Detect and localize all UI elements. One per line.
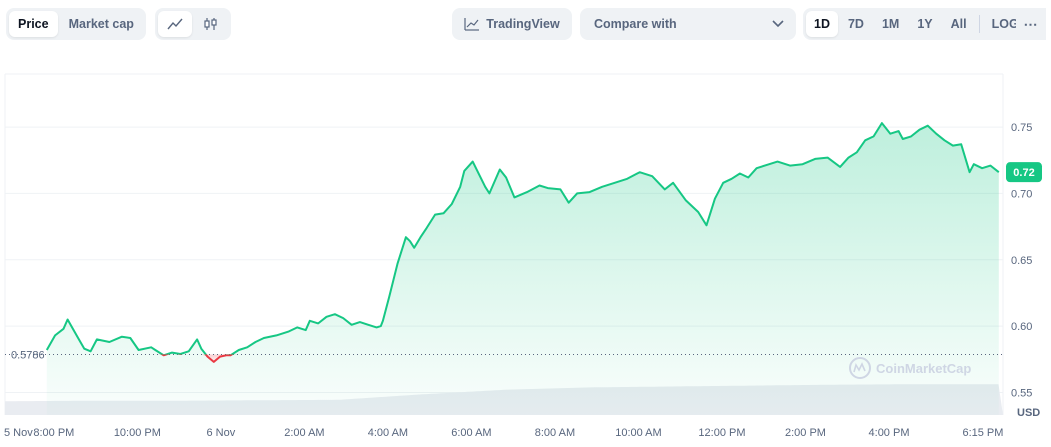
price-line (45, 122, 1000, 363)
market-cap-tab[interactable]: Market cap (68, 17, 134, 31)
y-axis-unit: USD (1017, 407, 1040, 419)
tradingview-label: TradingView (486, 17, 560, 31)
chevron-down-icon (772, 20, 784, 28)
x-tick-label: 2:00 AM (284, 427, 324, 439)
range-all[interactable]: All (950, 17, 967, 31)
coinmarketcap-logo-mark (853, 362, 866, 373)
x-tick-label: 10:00 AM (615, 427, 661, 439)
line-chart-icon[interactable] (158, 11, 192, 37)
x-tick-label: 2:00 PM (785, 427, 826, 439)
coinmarketcap-watermark: CoinMarketCap (849, 357, 971, 379)
current-price-badge (1006, 162, 1042, 183)
time-range-selector: 1D 7D 1M 1Y All LOG (803, 8, 1030, 40)
y-tick-label: 0.55 (1011, 387, 1032, 399)
x-tick-label: 10:00 PM (114, 427, 161, 439)
x-tick-label: 4:00 PM (869, 427, 910, 439)
x-tick-label: 6 Nov (207, 427, 236, 439)
watermark-text: CoinMarketCap (876, 361, 971, 376)
coinmarketcap-logo-icon (849, 357, 871, 379)
price-area (46, 123, 999, 415)
x-tick-label: 8:00 AM (535, 427, 575, 439)
range-1m[interactable]: 1M (881, 17, 900, 31)
y-tick-label: 0.75 (1011, 122, 1032, 134)
range-divider (978, 15, 980, 33)
price-marketcap-toggle: Price Market cap (6, 8, 146, 40)
y-tick-label: 0.70 (1011, 188, 1032, 200)
range-7d[interactable]: 7D (847, 17, 864, 31)
range-1y[interactable]: 1Y (917, 17, 933, 31)
x-tick-label: 8:00 PM (33, 427, 74, 439)
below-baseline-fill (201, 354, 239, 362)
compare-with-label: Compare with (594, 17, 677, 31)
baseline-line: 0.5786 (5, 349, 1003, 361)
baseline-label: 0.5786 (11, 349, 45, 361)
range-1d[interactable]: 1D (806, 11, 838, 37)
x-tick-label: 12:00 PM (698, 427, 745, 439)
x-axis: 5 Nov 8:00 PM 10:00 PM 6 Nov 2:00 AM 4:00 AM 6… (4, 427, 1003, 439)
x-tick-label: 4:00 AM (368, 427, 408, 439)
x-tick-label: 6:00 AM (451, 427, 491, 439)
tradingview-icon (464, 18, 480, 31)
candlestick-icon[interactable] (194, 11, 228, 37)
chart-type-toggle (155, 8, 231, 40)
x-tick-label: 6:15 PM (962, 427, 1003, 439)
current-price-label: 0.72 (1013, 167, 1034, 179)
more-options-button[interactable]: ⋯ (1016, 8, 1046, 40)
x-tick-label: 5 Nov (4, 427, 33, 439)
y-tick-label: 0.65 (1011, 255, 1032, 267)
price-area-fill (46, 123, 999, 415)
compare-with-dropdown[interactable]: Compare with (580, 8, 796, 40)
price-line-up (45, 122, 1000, 355)
y-axis: 0.75 0.70 0.65 0.60 0.55 USD (1011, 122, 1040, 419)
price-tab[interactable]: Price (9, 11, 58, 37)
y-tick-label: 0.60 (1011, 321, 1032, 333)
tradingview-button[interactable]: TradingView (452, 8, 572, 40)
log-scale-toggle[interactable]: LOG (991, 17, 1019, 31)
